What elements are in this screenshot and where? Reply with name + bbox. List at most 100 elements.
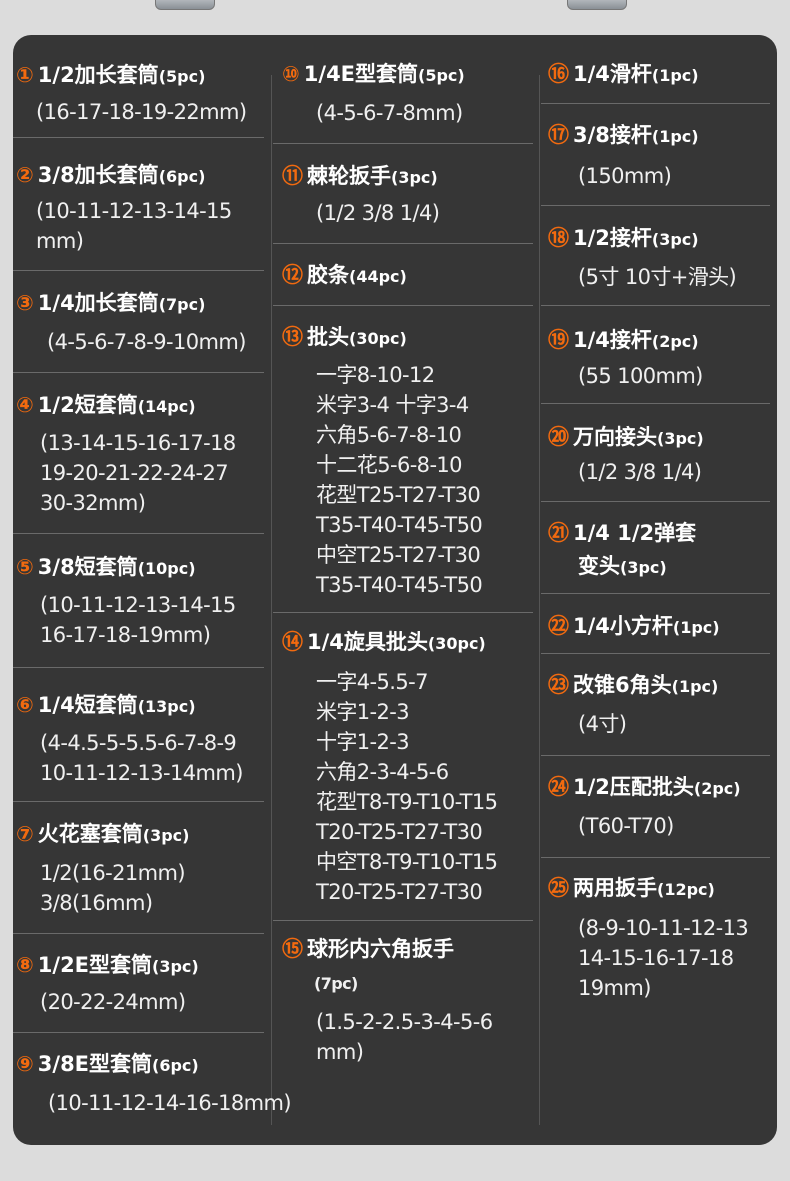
row-divider [541,593,770,594]
item-number-badge: ㉑ [548,521,569,545]
item-spec-line: 一字4-5.5-7 [316,670,428,694]
item-quantity: (6pc) [152,1056,199,1075]
item-number-badge: ⑬ [282,325,303,349]
item-spec-line: 19-20-21-22-24-27 [40,461,229,485]
item-quantity: (3pc) [620,558,667,577]
item-title: 批头 [307,325,349,349]
item-spec-line: (4寸) [578,712,627,736]
item-spec-line: 中空T25-T27-T30 [316,543,481,567]
item-number-badge: ⑦ [16,822,34,846]
item-heading: ① 1/2加长套筒(5pc) [16,61,205,91]
item-title: 1/2短套筒 [37,393,138,417]
row-divider [273,920,533,921]
item-quantity: (5pc) [158,67,206,86]
row-divider [13,137,264,138]
item-spec-line: 花型T8-T9-T10-T15 [316,790,498,814]
item-number-badge: ⑳ [548,425,569,449]
item-spec-line: 30-32mm) [40,491,146,515]
item-title: 改锥6角头 [573,673,672,697]
row-divider [273,305,533,306]
item-quantity: (5pc) [418,66,465,85]
item-number-badge: ⑱ [548,226,569,250]
item-heading: ⑯ 1/4滑杆(1pc) [548,60,699,90]
item-heading: ⑤ 3/8短套筒(10pc) [16,553,196,583]
row-divider [13,372,264,373]
row-divider [541,103,770,104]
column-divider [539,75,540,1125]
item-quantity: (1pc) [651,66,699,85]
item-number-badge: ⑫ [282,263,303,287]
item-number-badge: ⑥ [16,693,34,717]
item-spec-line: (10-11-12-14-16-18mm) [48,1091,292,1115]
row-divider [541,305,770,306]
item-title: 3/8短套筒 [37,555,138,579]
item-spec-line: 1/2(16-21mm) [40,861,186,885]
item-spec-line: (10-11-12-13-14-15 [36,199,232,223]
row-divider [13,933,264,934]
row-divider [541,857,770,858]
item-heading: ⑬ 批头(30pc) [282,323,407,353]
item-quantity: (30pc) [349,329,407,348]
item-spec-line: 米字1-2-3 [316,700,410,724]
item-title: 1/4 1/2弹套 [573,521,697,545]
case-handle-right [567,0,627,10]
item-quantity: (12pc) [657,880,715,899]
row-divider [273,612,533,613]
item-quantity: (3pc) [152,957,199,976]
item-number-badge: ⑤ [16,555,34,579]
item-spec-line: 十二花5-6-8-10 [316,453,463,477]
item-quantity: (3pc) [391,168,438,187]
item-number-badge: ㉒ [548,614,569,638]
item-number-badge: ㉔ [548,775,569,799]
item-spec-line: (1.5-2-2.5-3-4-5-6 [316,1010,493,1034]
item-spec-line: T20-T25-T27-T30 [316,820,483,844]
item-title: 1/2E型套筒 [37,953,153,977]
item-spec-line: 六角5-6-7-8-10 [316,423,462,447]
item-heading: ⑫ 胶条(44pc) [282,261,407,291]
item-number-badge: ④ [16,393,34,417]
item-heading: ④ 1/2短套筒(14pc) [16,391,196,421]
item-quantity: (44pc) [349,267,407,286]
row-divider [541,205,770,206]
item-heading: ⑭ 1/4旋具批头(30pc) [282,628,486,658]
item-heading: ⑩ 1/4E型套筒(5pc) [282,60,465,90]
item-number-badge: ㉓ [548,673,569,697]
item-quantity: (2pc) [693,779,741,798]
item-number-badge: ⑩ [282,62,300,86]
row-divider [273,143,533,144]
item-spec-line: 米字3-4 十字3-4 [316,393,469,417]
item-quantity: (2pc) [651,332,699,351]
item-number-badge: ① [16,63,34,87]
item-title: 1/4加长套筒 [37,291,159,315]
item-quantity-line: (7pc) [314,974,358,993]
item-quantity: (1pc) [671,677,719,696]
item-spec-line: 16-17-18-19mm) [40,623,211,647]
item-heading: ⑦ 火花塞套筒(3pc) [16,820,189,850]
item-heading: ⑥ 1/4短套筒(13pc) [16,691,196,721]
item-spec-line: mm) [316,1040,364,1064]
item-quantity: (3pc) [651,230,699,249]
item-heading: ㉒ 1/4小方杆(1pc) [548,612,720,642]
row-divider [273,243,533,244]
row-divider [541,653,770,654]
item-heading: ⑮ 球形内六角扳手 [282,935,454,963]
row-divider [13,270,264,271]
item-spec-line: mm) [36,229,84,253]
item-quantity: (3pc) [142,826,190,845]
item-number-badge: ⑯ [548,62,569,86]
item-heading: ⑲ 1/4接杆(2pc) [548,326,699,356]
item-number-badge: ⑨ [16,1052,34,1076]
item-spec-line: 花型T25-T27-T30 [316,483,481,507]
row-divider [13,533,264,534]
item-spec-line: (8-9-10-11-12-13 [578,916,749,940]
item-quantity: (6pc) [158,167,206,186]
item-number-badge: ⑪ [282,164,303,188]
item-spec-line: 一字8-10-12 [316,363,435,387]
item-title: 棘轮扳手 [307,164,391,188]
item-spec-line: (4-5-6-7-8mm) [316,101,463,125]
item-spec-line: 中空T8-T9-T10-T15 [316,850,498,874]
item-spec-line: (1/2 3/8 1/4) [578,460,702,484]
item-quantity: (1pc) [672,618,720,637]
item-spec-line: T20-T25-T27-T30 [316,880,483,904]
item-title: 万向接头 [573,425,657,449]
